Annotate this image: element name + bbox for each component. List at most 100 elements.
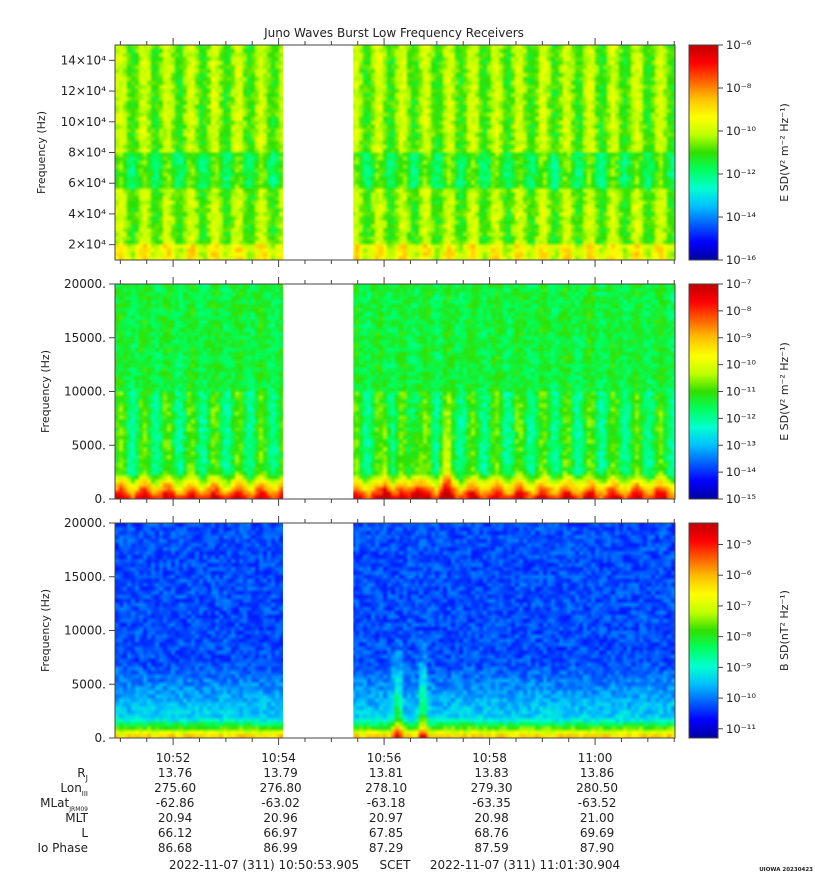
time-tick-label: 10:54 (261, 751, 296, 765)
ephemeris-value: -62.86 (156, 796, 195, 810)
ephemeris-value: 86.99 (263, 841, 297, 855)
data-gap (282, 523, 354, 738)
colorbar-tick-label: 10⁻¹⁴ (726, 465, 756, 479)
y-tick-label: 20000. (64, 277, 106, 291)
ephemeris-labels: RJ LonIII MLatJRM09 MLT L Io Phase (37, 766, 88, 855)
colorbar-tick-label: 10⁻⁸ (726, 630, 752, 644)
ephemeris-value: 66.97 (263, 826, 297, 840)
y-tick-label: 0. (95, 492, 106, 506)
ephemeris-value: 278.10 (365, 781, 407, 795)
colorbar-tick-label: 10⁻⁶ (726, 568, 752, 582)
ephemeris-value: -63.35 (472, 796, 511, 810)
colorbar-tick-label: 10⁻⁶ (726, 38, 752, 52)
colorbar-tick-label: 10⁻⁷ (726, 599, 752, 613)
ephemeris-value: 87.90 (580, 841, 614, 855)
colorbar-tick-label: 10⁻¹⁰ (726, 358, 756, 372)
footer-start-time: 2022-11-07 (311) 10:50:53.905 (169, 858, 359, 872)
colorbar-tick-label: 10⁻¹⁵ (726, 492, 756, 506)
figure-title: Juno Waves Burst Low Frequency Receivers (263, 26, 524, 40)
eph-label-r: RJ (77, 766, 88, 783)
colorbar: 10⁻⁵ 10⁻⁶ 10⁻⁷ 10⁻⁸ 10⁻⁹ 10⁻¹⁰ 10⁻¹¹ B SD(nT² H… (688, 522, 791, 739)
ephemeris-value: 68.76 (474, 826, 508, 840)
time-tick-label: 10:58 (472, 751, 507, 765)
eph-label-mlt: MLT (65, 811, 88, 825)
y-tick-label: 12×10⁴ (61, 84, 107, 98)
eph-label-lon: LonIII (60, 781, 88, 798)
eph-label-l: L (81, 826, 88, 840)
spectrogram-panel-2: 0. 5000. 10000. 15000. 20000. Frequency (Hz) 1… (39, 277, 791, 506)
colorbar-tick-label: 10⁻⁹ (726, 331, 752, 345)
colorbar-tick-label: 10⁻¹² (726, 411, 756, 425)
ephemeris-value: 86.68 (158, 841, 192, 855)
ephemeris-value: 279.30 (471, 781, 513, 795)
colorbar-tick-label: 10⁻¹⁶ (726, 253, 756, 267)
y-tick-label: 0. (95, 731, 106, 745)
colorbar-gradient (688, 44, 719, 261)
colorbar-tick-label: 10⁻¹⁰ (726, 124, 756, 138)
ephemeris-value: 87.59 (474, 841, 508, 855)
time-tick-label: 11:00 (578, 751, 613, 765)
colorbar-tick-label: 10⁻¹³ (726, 438, 756, 452)
time-axis-labels: 10:52 10:54 10:56 10:58 11:00 (156, 751, 613, 765)
colorbar-tick-label: 10⁻¹¹ (726, 385, 756, 399)
y-tick-label: 10000. (64, 624, 106, 638)
colorbar-tick-label: 10⁻⁹ (726, 660, 752, 674)
colorbar-tick-label: 10⁻¹¹ (726, 722, 756, 736)
y-tick-label: 4×10⁴ (68, 207, 106, 221)
spectrogram-image (115, 45, 675, 260)
ephemeris-value: 20.97 (369, 811, 403, 825)
ephemeris-value: 275.60 (154, 781, 196, 795)
colorbar-tick-label: 10⁻⁵ (726, 538, 752, 552)
y-axis-label: Frequency (Hz) (35, 111, 48, 194)
y-tick-label: 15000. (64, 570, 106, 584)
spectrogram-image (115, 284, 675, 499)
ephemeris-value: 276.80 (260, 781, 302, 795)
y-axis-label: Frequency (Hz) (39, 350, 52, 433)
spectrogram-panel-1: 2×10⁴ 4×10⁴ 6×10⁴ 8×10⁴ 10×10⁴ 12×10⁴ 14×10⁴ Fr… (35, 38, 791, 267)
footer-end-time: 2022-11-07 (311) 11:01:30.904 (430, 858, 620, 872)
colorbar-tick-label: 10⁻¹² (726, 167, 756, 181)
ephemeris-value: 67.85 (369, 826, 403, 840)
ephemeris-value: 20.94 (158, 811, 192, 825)
colorbar-tick-label: 10⁻⁸ (726, 304, 752, 318)
footer: 2022-11-07 (311) 10:50:53.905 SCET 2022-… (169, 858, 813, 873)
y-tick-label: 15000. (64, 331, 106, 345)
colorbar-gradient (688, 522, 719, 739)
spectrogram-panel-3: 0. 5000. 10000. 15000. 20000. Frequency (Hz) 1… (39, 516, 791, 745)
y-tick-label: 20000. (64, 516, 106, 530)
footer-scet-label: SCET (380, 858, 412, 872)
ephemeris-value: 13.79 (263, 766, 297, 780)
colorbar: 10⁻⁶ 10⁻⁸ 10⁻¹⁰ 10⁻¹² 10⁻¹⁴ 10⁻¹⁶ E SD(V² m⁻² … (688, 38, 791, 267)
colorbar-tick-label: 10⁻⁸ (726, 81, 752, 95)
colorbar-gradient (688, 283, 719, 500)
ephemeris-value: 13.86 (580, 766, 614, 780)
ephemeris-value: 87.29 (369, 841, 403, 855)
y-tick-label: 10×10⁴ (61, 115, 107, 129)
colorbar-label: B SD(nT² Hz⁻¹) (778, 590, 791, 671)
ephemeris-value: 69.69 (580, 826, 614, 840)
y-tick-label: 2×10⁴ (68, 238, 106, 252)
colorbar-tick-label: 10⁻¹⁴ (726, 210, 756, 224)
footer-credit: UIOWA 20230423 (759, 867, 813, 873)
ephemeris-value: 13.81 (369, 766, 403, 780)
colorbar: 10⁻⁷ 10⁻⁸ 10⁻⁹ 10⁻¹⁰ 10⁻¹¹ 10⁻¹² 10⁻¹³ 10⁻¹⁴ 10⁻… (688, 277, 791, 506)
ephemeris-value: 13.76 (158, 766, 192, 780)
y-tick-label: 6×10⁴ (68, 176, 106, 190)
time-tick-label: 10:56 (367, 751, 402, 765)
ephemeris-value: 280.50 (576, 781, 618, 795)
y-tick-label: 10000. (64, 385, 106, 399)
y-tick-label: 5000. (72, 677, 106, 691)
colorbar-label: E SD(V² m⁻² Hz⁻¹) (778, 103, 791, 202)
colorbar-tick-label: 10⁻⁷ (726, 277, 752, 291)
colorbar-tick-label: 10⁻¹⁰ (726, 691, 756, 705)
ephemeris-value: -63.52 (578, 796, 617, 810)
ephemeris-value: 20.98 (474, 811, 508, 825)
data-gap (282, 284, 354, 499)
y-tick-label: 8×10⁴ (68, 146, 106, 160)
eph-label-io-phase: Io Phase (37, 841, 88, 855)
ephemeris-value: -63.02 (261, 796, 300, 810)
ephemeris-value: 20.96 (263, 811, 297, 825)
eph-label-mlat: MLatJRM09 (40, 796, 88, 813)
